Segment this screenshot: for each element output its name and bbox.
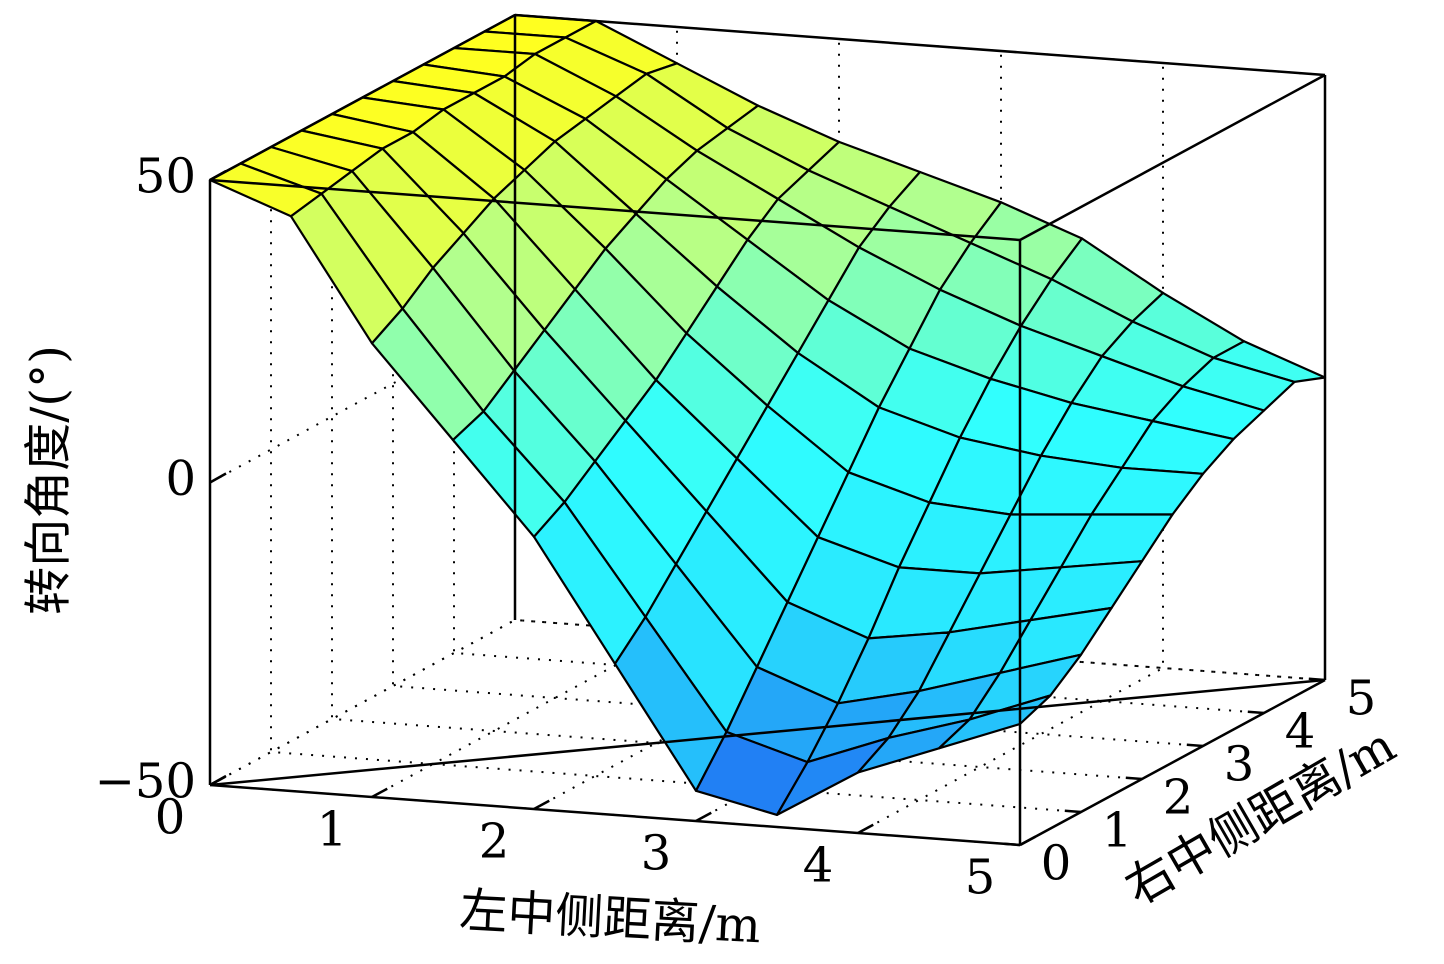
box-edge	[209, 783, 1021, 847]
z-tick-label: 0	[165, 451, 196, 507]
box-edge	[514, 13, 1326, 77]
box-edge	[209, 678, 1326, 787]
x-tick-label: 5	[965, 850, 996, 906]
y-tick	[1247, 710, 1265, 715]
y-tick-label: 1	[1102, 803, 1133, 859]
y-tick-label: 4	[1285, 704, 1316, 760]
x-tick	[533, 799, 550, 811]
box-edge	[1019, 73, 1326, 242]
y-tick-label: 3	[1224, 737, 1255, 793]
x-tick	[1019, 835, 1036, 847]
x-tick	[371, 787, 388, 799]
y-axis-title: 右中侧距离/m	[1116, 717, 1405, 916]
x-tick-label: 1	[317, 802, 348, 858]
x-tick	[857, 823, 874, 835]
y-tick	[1308, 677, 1326, 682]
surface	[208, 13, 1327, 817]
y-tick	[1064, 809, 1082, 814]
z-tick	[209, 169, 227, 182]
z-tick	[209, 472, 227, 484]
z-tick	[209, 774, 227, 787]
y-tick-label: 5	[1346, 671, 1377, 727]
y-tick	[1003, 842, 1021, 847]
y-tick-label: 0	[1041, 836, 1072, 892]
y-tick-label: 2	[1163, 770, 1194, 826]
x-axis-title: 左中侧距离/m	[458, 883, 762, 955]
y-tick	[1125, 776, 1143, 781]
z-axis-title: 转向角度/(°)	[21, 345, 77, 615]
box-edge	[209, 178, 1021, 242]
y-tick	[1186, 743, 1204, 748]
x-tick-label: 0	[155, 790, 186, 846]
x-tick-label: 4	[803, 838, 834, 894]
box-edge	[209, 13, 516, 182]
x-tick-label: 2	[479, 814, 510, 870]
z-tick-label: 50	[135, 149, 196, 205]
z-tick-label: −50	[95, 754, 196, 810]
x-tick-label: 3	[641, 826, 672, 882]
x-tick	[695, 811, 712, 823]
box-edge	[1019, 678, 1326, 847]
